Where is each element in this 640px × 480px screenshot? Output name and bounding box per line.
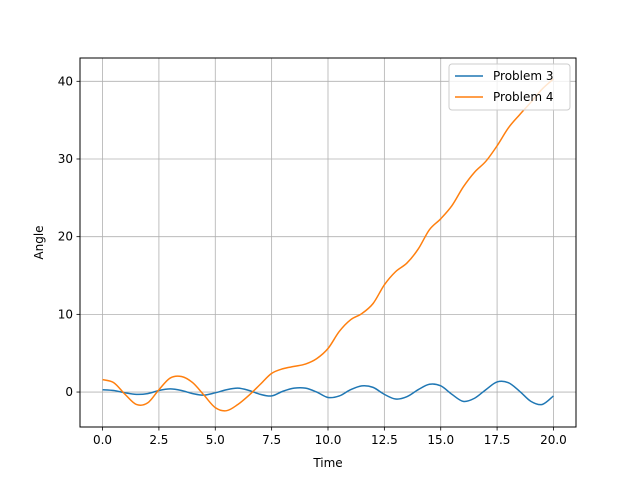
x-tick-label: 5.0 bbox=[206, 433, 225, 447]
grid-lines bbox=[80, 58, 576, 427]
y-tick-label: 10 bbox=[58, 307, 73, 321]
x-tick-label: 10.0 bbox=[315, 433, 342, 447]
x-tick-label: 12.5 bbox=[371, 433, 398, 447]
x-axis-label: Time bbox=[312, 456, 342, 470]
y-axis-ticks: 0 10 20 30 40 bbox=[58, 74, 80, 399]
legend-label-problem-3: Problem 3 bbox=[493, 69, 554, 83]
legend-label-problem-4: Problem 4 bbox=[493, 90, 554, 104]
y-tick-label: 40 bbox=[58, 74, 73, 88]
x-tick-label: 7.5 bbox=[262, 433, 281, 447]
x-tick-label: 15.0 bbox=[427, 433, 454, 447]
y-tick-label: 20 bbox=[58, 230, 73, 244]
y-tick-label: 30 bbox=[58, 152, 73, 166]
y-axis-label: Angle bbox=[32, 225, 46, 259]
series-line-problem-4 bbox=[102, 78, 554, 412]
series-lines bbox=[102, 78, 554, 412]
x-axis-ticks: 0.0 2.5 5.0 7.5 10.0 12.5 15.0 17.5 20.0 bbox=[93, 427, 567, 447]
series-line-problem-3 bbox=[102, 380, 554, 406]
y-tick-label: 0 bbox=[65, 385, 73, 399]
x-tick-label: 2.5 bbox=[149, 433, 168, 447]
x-tick-label: 0.0 bbox=[93, 433, 112, 447]
x-tick-label: 17.5 bbox=[484, 433, 511, 447]
legend: Problem 3 Problem 4 bbox=[448, 63, 571, 111]
x-tick-label: 20.0 bbox=[540, 433, 567, 447]
